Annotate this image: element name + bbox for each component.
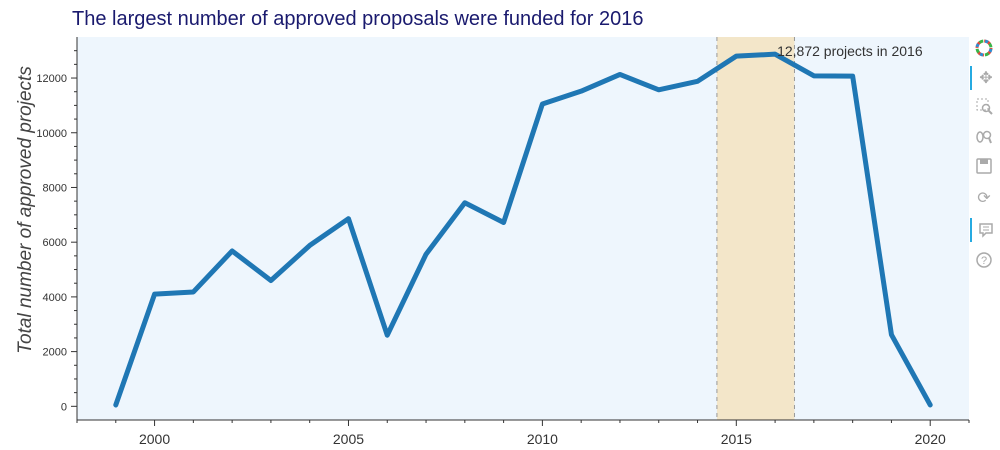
x-tick-label: 2020 xyxy=(915,431,946,447)
hover-icon[interactable] xyxy=(970,218,1000,242)
reset-icon[interactable]: ⟳ xyxy=(977,190,991,207)
y-tick-label: 0 xyxy=(61,401,67,413)
annotation-2016: 12,872 projects in 2016 xyxy=(777,43,923,59)
y-tick-label: 8000 xyxy=(43,182,67,194)
pan-icon[interactable]: ✥ xyxy=(970,66,1000,90)
y-tick-label: 2000 xyxy=(43,347,67,359)
wheel-zoom-icon[interactable] xyxy=(970,124,998,148)
x-tick-label: 2000 xyxy=(139,431,170,447)
svg-text:?: ? xyxy=(981,255,987,267)
chart-title: The largest number of approved proposals… xyxy=(72,8,644,30)
x-tick-label: 2015 xyxy=(721,431,752,447)
help-icon[interactable]: ? xyxy=(970,248,998,272)
box-zoom-icon[interactable] xyxy=(970,94,998,118)
bokeh-logo-icon[interactable] xyxy=(970,36,998,60)
plot-background xyxy=(77,37,969,420)
y-tick-label: 6000 xyxy=(43,237,67,249)
y-tick-label: 4000 xyxy=(43,292,67,304)
highlight-band xyxy=(716,37,795,420)
x-tick-label: 2010 xyxy=(527,431,558,447)
series-line xyxy=(113,51,933,408)
y-tick-label: 12000 xyxy=(36,73,67,85)
x-tick-label: 2005 xyxy=(333,431,364,447)
save-icon[interactable] xyxy=(970,154,998,178)
y-tick-label: 10000 xyxy=(36,128,67,140)
